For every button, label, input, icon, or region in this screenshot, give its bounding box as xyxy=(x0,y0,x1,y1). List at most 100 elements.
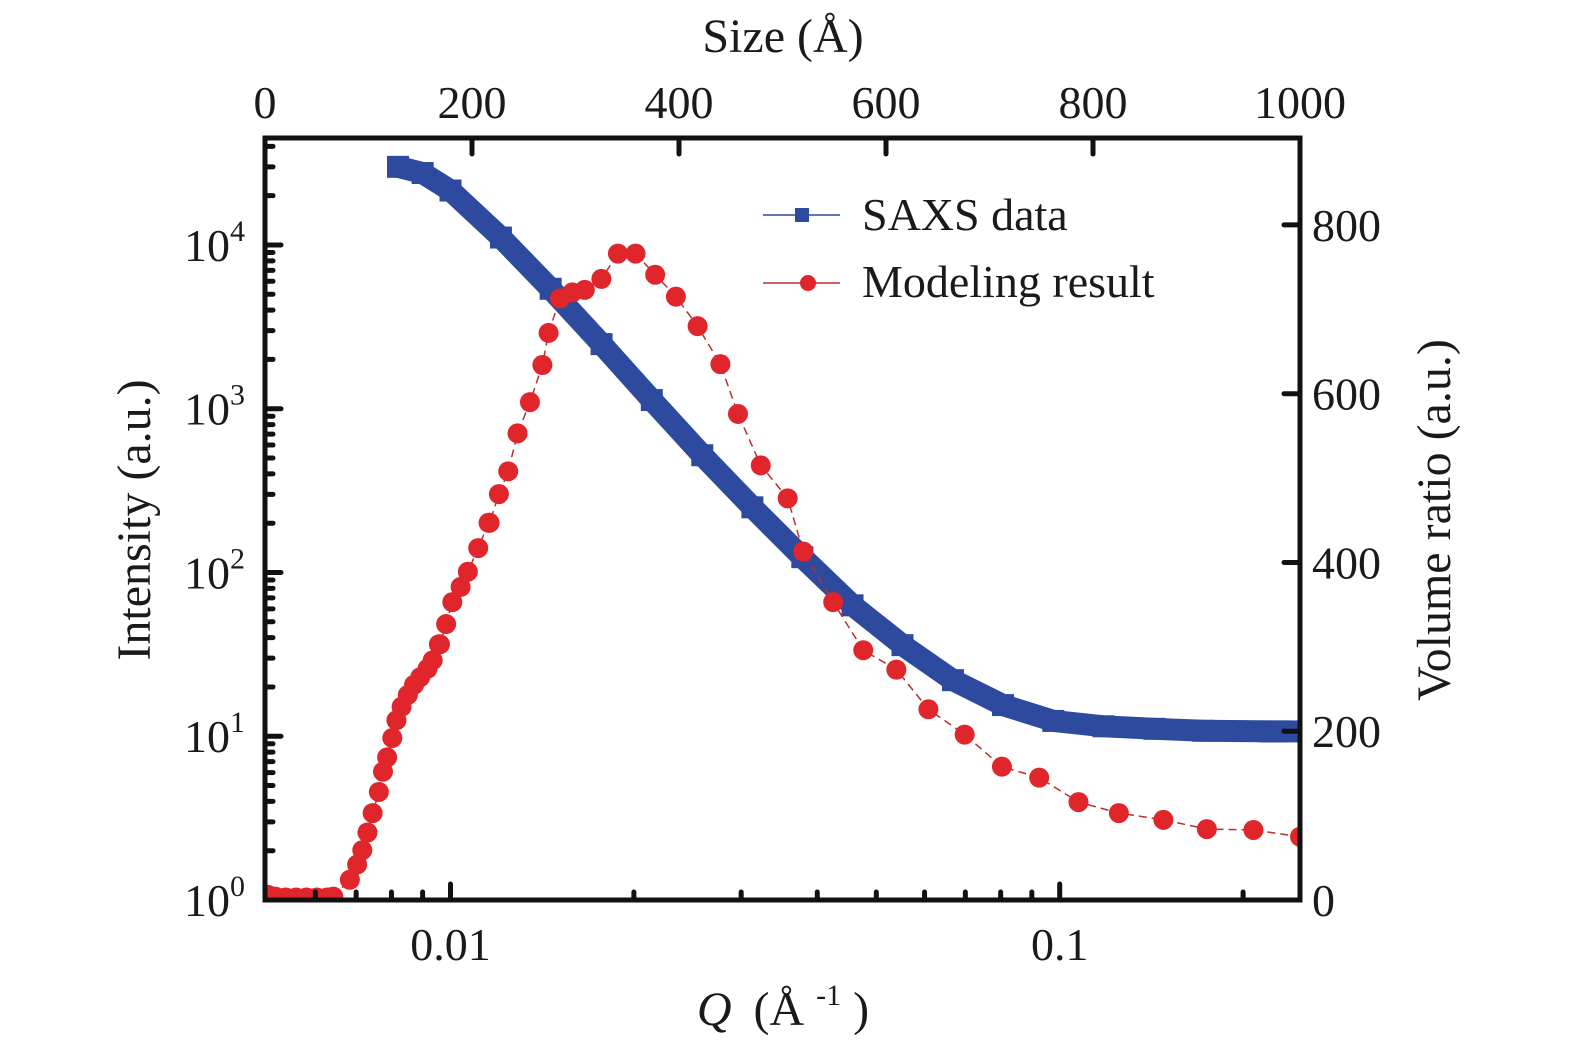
modeling-result-point xyxy=(450,576,471,597)
right-tick-label: 200 xyxy=(1312,706,1381,757)
saxs-data-point xyxy=(741,496,764,519)
modeling-result-point xyxy=(436,614,457,635)
modeling-result-point xyxy=(339,869,360,890)
modeling-result-point xyxy=(1108,803,1129,824)
bottom-axis-title: Q (Å -1 ) xyxy=(697,963,869,1036)
modeling-result-point xyxy=(422,650,443,671)
top-tick-label: 200 xyxy=(438,77,507,128)
top-tick-label: 0 xyxy=(254,77,277,128)
legend-square-marker-icon xyxy=(795,208,809,222)
modeling-result-point xyxy=(323,886,344,900)
left-axis-title: Intensity (a.u.) xyxy=(108,379,161,660)
bottom-tick-label: 0.1 xyxy=(1031,919,1089,970)
left-tick-label-exponent: 0 xyxy=(230,870,245,903)
modeling-result-point xyxy=(1029,767,1050,788)
legend-entry-modeling: Modeling result xyxy=(763,256,1155,307)
saxs-data-point xyxy=(489,226,512,249)
saxs-data-band xyxy=(395,156,1292,743)
saxs-data-point xyxy=(1092,715,1115,738)
modeling-result-point xyxy=(710,354,731,375)
left-tick-label: 102 xyxy=(184,542,245,598)
top-axis-title: Size (Å) xyxy=(702,10,863,63)
modeling-result-point xyxy=(886,659,907,680)
right-tick-label: 400 xyxy=(1312,537,1381,588)
modeling-result-point xyxy=(532,354,553,375)
legend-circle-marker-icon xyxy=(800,275,816,291)
top-tick-label: 800 xyxy=(1059,77,1128,128)
modeling-result-point xyxy=(750,455,771,476)
top-tick-label: 1000 xyxy=(1254,77,1346,128)
left-tick-label-base: 10 xyxy=(184,220,230,271)
saxs-data-point xyxy=(1259,720,1282,743)
saxs-data-point xyxy=(891,634,914,657)
modeling-result-point xyxy=(519,392,540,413)
left-tick-label-exponent: 1 xyxy=(230,706,245,739)
saxs-data-point xyxy=(640,389,663,412)
modeling-result-point xyxy=(362,803,383,824)
saxs-data-point xyxy=(941,669,964,692)
legend-label-saxs: SAXS data xyxy=(862,189,1068,240)
modeling-result-point xyxy=(823,592,844,613)
modeling-result-point xyxy=(991,756,1012,777)
right-axis-title: Volume ratio (a.u.) xyxy=(1408,339,1461,701)
modeling-result-point xyxy=(1153,809,1174,830)
modeling-result-point xyxy=(625,243,646,264)
left-tick-label-base: 10 xyxy=(184,547,230,598)
right-tick-label: 0 xyxy=(1312,875,1335,926)
modeling-result-point xyxy=(574,279,595,300)
left-tick-label: 103 xyxy=(184,379,245,435)
legend-entry-saxs: SAXS data xyxy=(763,189,1068,240)
modeling-result-point xyxy=(645,264,666,285)
modeling-result-point xyxy=(357,822,378,843)
modeling-result-point xyxy=(429,634,450,655)
bottom-axis-title-sup: -1 xyxy=(816,979,841,1012)
saxs-data-point xyxy=(1042,709,1065,732)
modeling-result-point xyxy=(468,538,489,559)
left-tick-label-base: 10 xyxy=(184,384,230,435)
modeling-result-point xyxy=(1068,792,1089,813)
bottom-tick-label: 0.01 xyxy=(410,919,491,970)
legend: SAXS data Modeling result xyxy=(763,189,1155,307)
saxs-data-point xyxy=(590,333,613,356)
modeling-result-point xyxy=(368,781,389,802)
modeling-result-point xyxy=(538,322,559,343)
modeling-result-point xyxy=(793,541,814,562)
saxs-data-point xyxy=(387,155,410,178)
left-tick-label-exponent: 3 xyxy=(230,379,245,412)
modeling-result-point xyxy=(488,484,509,505)
right-tick-label: 600 xyxy=(1312,369,1381,420)
saxs-data-point xyxy=(1192,719,1215,742)
saxs-data-point xyxy=(841,594,864,617)
left-tick-label: 104 xyxy=(184,215,245,271)
modeling-result-point xyxy=(607,243,628,264)
modeling-result-point xyxy=(479,512,500,533)
modeling-result-point xyxy=(665,286,686,307)
left-tick-label-exponent: 4 xyxy=(230,215,245,248)
right-tick-label: 800 xyxy=(1312,200,1381,251)
modeling-result-point xyxy=(954,724,975,745)
modeling-result-point xyxy=(377,747,398,768)
saxs-data-point xyxy=(411,162,434,185)
left-tick-label: 101 xyxy=(184,706,245,762)
bottom-axis-title-unit: (Å xyxy=(754,983,805,1036)
left-tick-label-exponent: 2 xyxy=(230,542,245,575)
saxs-data-point xyxy=(991,694,1014,717)
modeling-result-point xyxy=(382,727,403,748)
modeling-result-point xyxy=(507,423,528,444)
top-tick-label: 400 xyxy=(645,77,714,128)
bottom-axis-title-var: Q xyxy=(697,983,732,1036)
saxs-data-point xyxy=(691,444,714,467)
modeling-result-point xyxy=(687,316,708,337)
modeling-result-point xyxy=(591,268,612,289)
saxs-data-point xyxy=(1143,717,1166,740)
modeling-result-point xyxy=(918,699,939,720)
modeling-result-point xyxy=(498,461,519,482)
top-tick-label: 600 xyxy=(852,77,921,128)
modeling-result-point xyxy=(777,488,798,509)
modeling-result-point xyxy=(1243,819,1264,840)
left-tick-label-base: 10 xyxy=(184,711,230,762)
series-layer xyxy=(265,155,1300,900)
modeling-result-point xyxy=(1196,819,1217,840)
